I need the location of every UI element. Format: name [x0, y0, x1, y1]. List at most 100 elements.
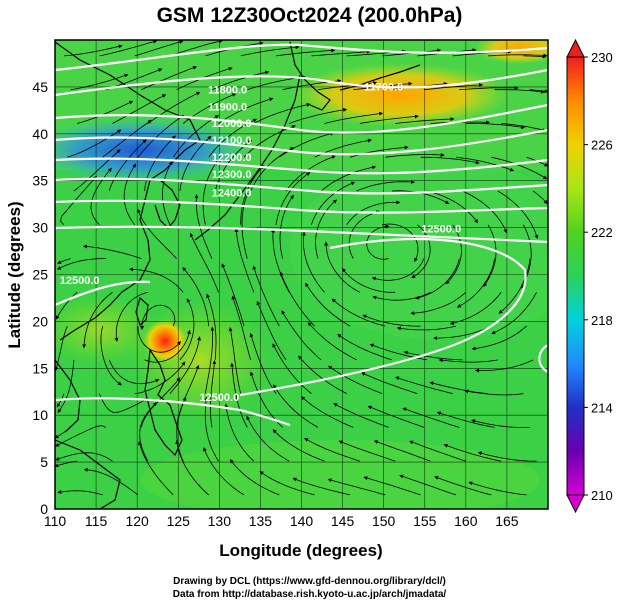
streamline — [399, 474, 457, 496]
streamline — [138, 440, 174, 496]
streamline — [281, 310, 322, 361]
contour-label: 12500.0 — [60, 275, 100, 287]
x-tick-label: 155 — [413, 513, 437, 529]
streamline — [210, 360, 217, 428]
x-tick-label: 120 — [125, 513, 149, 529]
streamline — [491, 292, 537, 335]
contour-label: 12500.0 — [421, 223, 461, 235]
streamline — [315, 199, 337, 259]
colorbar-gradient — [566, 56, 585, 496]
grid — [54, 40, 548, 510]
streamline — [252, 265, 280, 327]
x-tick-label: 110 — [44, 513, 67, 529]
contour-label: 11900.0 — [208, 101, 247, 113]
y-tick-label: 15 — [32, 360, 48, 376]
streamline — [57, 490, 103, 496]
coastlines — [55, 41, 421, 509]
streamline — [443, 443, 502, 462]
streamline — [57, 359, 75, 414]
streamline — [204, 396, 219, 462]
streamline — [100, 326, 122, 386]
streamline — [311, 49, 371, 57]
contour-label: 12100.0 — [212, 135, 252, 147]
streamline — [494, 89, 545, 94]
contour-label: 11700.0 — [364, 82, 403, 94]
contour-labels: 11700.0 11800.0 11900.0 12000.0 12100.0 12200… — [60, 82, 461, 404]
streamline — [301, 231, 325, 293]
streamline — [285, 155, 336, 192]
streamline — [475, 359, 534, 373]
x-axis: 110 115 120 125 130 135 140 145 150 155 160 165 — [44, 513, 519, 529]
streamline — [240, 165, 265, 225]
contour-label: 12400.0 — [212, 188, 252, 200]
streamline — [250, 146, 295, 192]
streamline — [523, 54, 547, 59]
streamline — [249, 332, 277, 394]
coast-taiwan — [135, 296, 149, 327]
streamline — [445, 224, 462, 285]
streamline — [491, 156, 548, 180]
streamline — [137, 326, 181, 353]
streamline — [410, 291, 467, 316]
y-axis: 0 5 10 15 20 25 30 35 40 45 — [32, 79, 48, 517]
streamline — [73, 149, 121, 192]
y-tick-label: 25 — [32, 267, 48, 283]
x-tick-label: 140 — [290, 513, 314, 529]
streamline — [471, 325, 527, 351]
plot-frame — [54, 39, 549, 510]
x-tick-label: 115 — [85, 513, 108, 529]
y-tick-label: 10 — [32, 407, 48, 423]
x-tick-label: 125 — [167, 513, 191, 529]
streamline — [346, 200, 401, 226]
height-contours — [55, 43, 548, 427]
streamline — [356, 179, 415, 192]
streamline — [300, 396, 354, 428]
streamline — [234, 228, 255, 293]
streamline — [82, 244, 142, 259]
streamline — [229, 459, 280, 496]
streamline — [395, 376, 453, 394]
streamline — [206, 293, 217, 360]
streamline — [70, 73, 129, 91]
streamline — [256, 300, 287, 361]
contour-label: 12200.0 — [212, 152, 252, 164]
credit-data-source: Data from http://database.rish.kyoto-u.a… — [172, 589, 447, 600]
streamline — [459, 85, 519, 91]
streamline — [140, 304, 176, 330]
streamline — [338, 440, 396, 462]
streamline — [123, 163, 136, 226]
streamline — [501, 123, 547, 132]
streamline — [272, 343, 312, 394]
streamline — [305, 282, 351, 327]
colorbar-tick-label: 218 — [591, 313, 613, 328]
streamline — [202, 160, 218, 225]
streamline — [279, 271, 315, 327]
streamline — [259, 471, 315, 496]
streamline — [114, 291, 148, 342]
coast-borneo — [55, 439, 121, 509]
streamline — [311, 181, 356, 225]
streamline — [221, 263, 245, 327]
streamline — [60, 175, 98, 226]
credit-dcl: Drawing by DCL (https://www.gfd-dennou.o… — [173, 576, 446, 587]
y-tick-label: 20 — [32, 313, 48, 329]
y-tick-label: 40 — [32, 126, 48, 142]
streamline — [99, 393, 148, 413]
streamline — [179, 298, 195, 361]
coast-indochina — [55, 359, 81, 433]
streamline — [240, 45, 300, 57]
streamline — [360, 372, 418, 394]
streamline — [141, 65, 198, 91]
streamline — [108, 359, 160, 385]
y-tick-label: 30 — [32, 220, 48, 236]
streamline — [90, 167, 112, 226]
streamline — [273, 384, 319, 428]
streamline — [77, 100, 134, 124]
streamline — [230, 362, 248, 428]
streamline — [372, 291, 431, 301]
colorbar-tick-label: 226 — [591, 138, 613, 153]
streamline — [147, 91, 201, 124]
streamline — [137, 208, 177, 259]
streamline — [231, 295, 251, 361]
